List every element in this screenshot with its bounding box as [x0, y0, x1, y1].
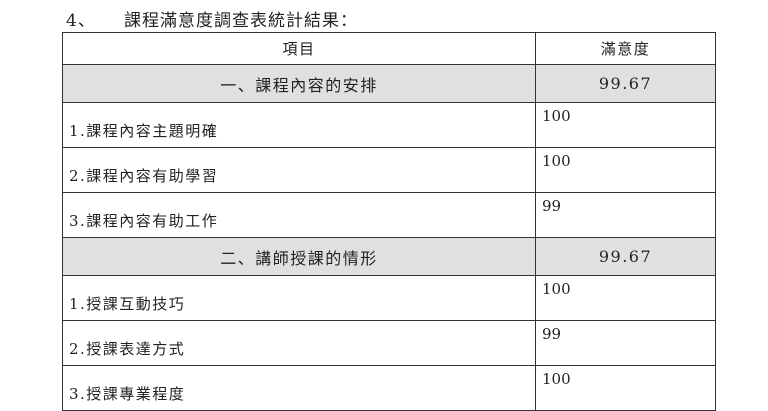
section-title: 二、講師授課的情形	[62, 237, 536, 276]
item-label: 1.課程內容主題明確	[62, 102, 536, 148]
heading-title: 課程滿意度調查表統計結果：	[124, 11, 358, 31]
item-label: 3.課程內容有助工作	[62, 192, 536, 238]
section-heading: 4、 課程滿意度調查表統計結果：	[66, 6, 358, 31]
item-label: 2.課程內容有助學習	[62, 147, 536, 193]
table-row: 3.授課專業程度 100	[62, 365, 716, 411]
table-row: 1.課程內容主題明確 100	[62, 102, 716, 148]
section-row: 一、課程內容的安排 99.67	[62, 64, 716, 103]
section-score: 99.67	[535, 64, 716, 103]
header-item: 項目	[62, 32, 536, 65]
heading-number: 4、	[66, 11, 96, 31]
item-score: 100	[535, 275, 716, 321]
table-row: 3.課程內容有助工作 99	[62, 192, 716, 238]
item-label: 2.授課表達方式	[62, 320, 536, 366]
item-score: 99	[535, 320, 716, 366]
header-satisfaction: 滿意度	[535, 32, 716, 65]
section-title: 一、課程內容的安排	[62, 64, 536, 103]
section-row: 二、講師授課的情形 99.67	[62, 237, 716, 276]
table-row: 2.課程內容有助學習 100	[62, 147, 716, 193]
table-row: 1.授課互動技巧 100	[62, 275, 716, 321]
item-label: 1.授課互動技巧	[62, 275, 536, 321]
section-score: 99.67	[535, 237, 716, 276]
item-score: 100	[535, 102, 716, 148]
item-label: 3.授課專業程度	[62, 365, 536, 411]
item-score: 100	[535, 147, 716, 193]
table-row: 2.授課表達方式 99	[62, 320, 716, 366]
item-score: 100	[535, 365, 716, 411]
satisfaction-table: 項目 滿意度 一、課程內容的安排 99.67 1.課程內容主題明確 100 2.…	[62, 32, 716, 411]
item-score: 99	[535, 192, 716, 238]
table-header-row: 項目 滿意度	[62, 32, 716, 65]
